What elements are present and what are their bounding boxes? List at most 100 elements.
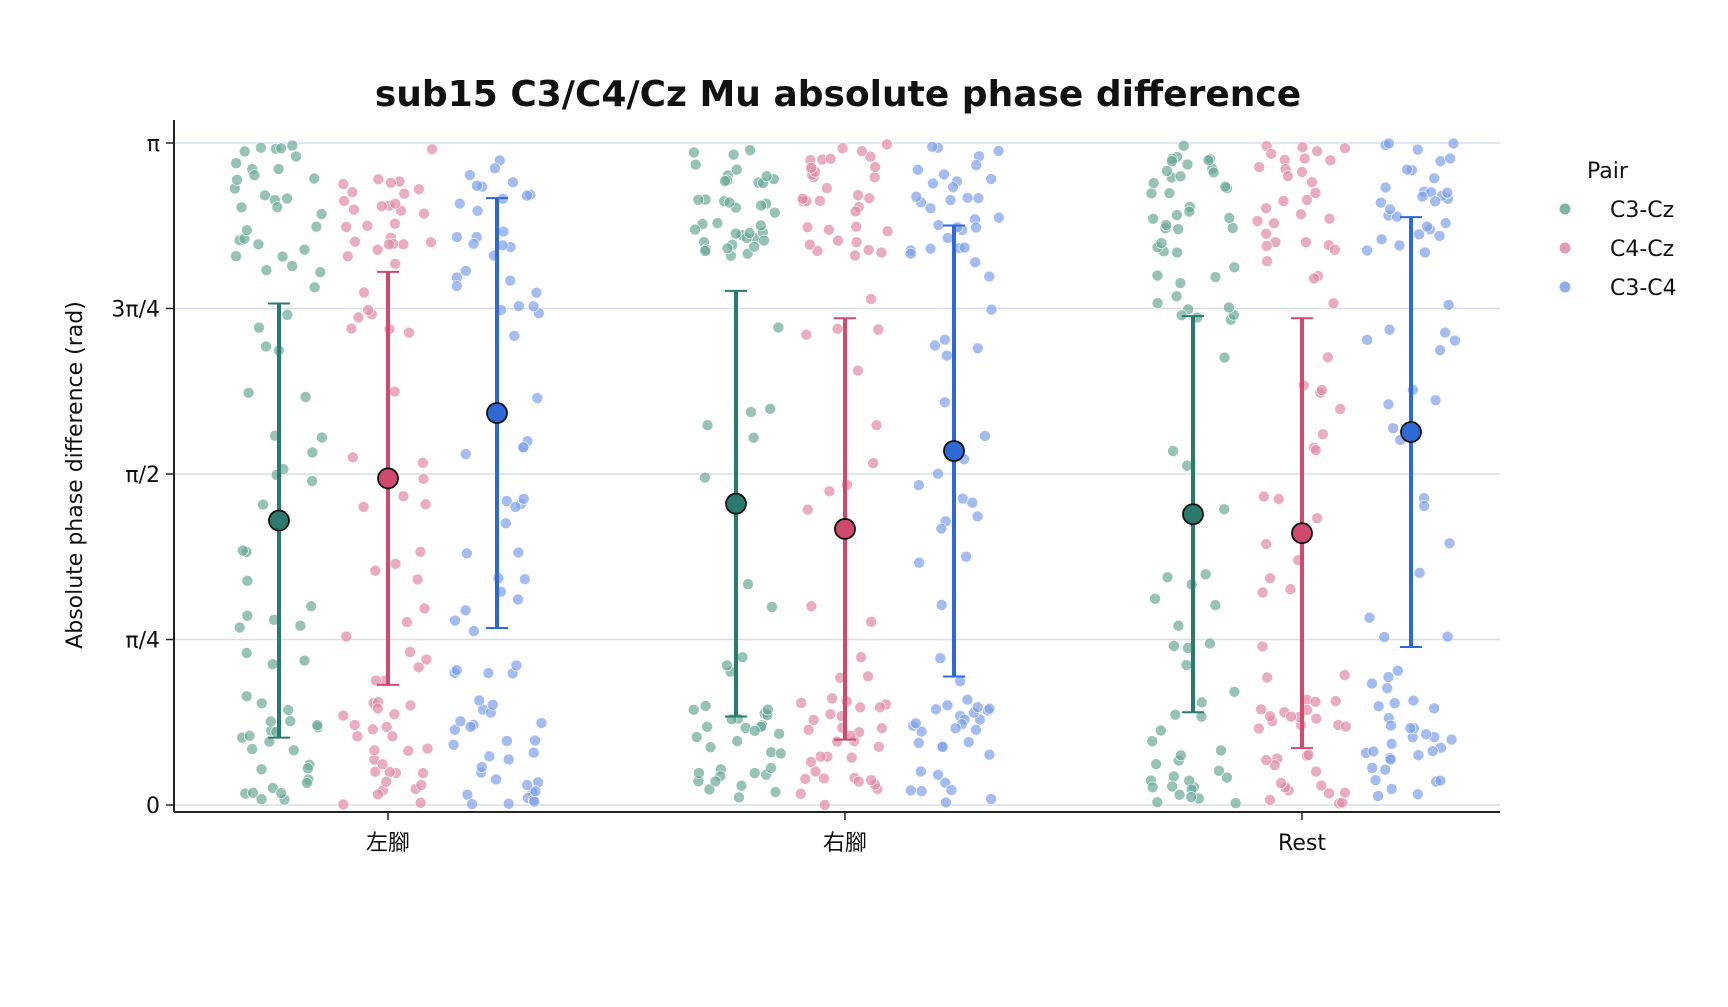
data-point [517, 493, 530, 505]
data-point [276, 250, 289, 263]
data-point [404, 646, 416, 658]
data-point [1221, 771, 1233, 784]
data-point [337, 709, 350, 722]
data-point [1361, 334, 1374, 346]
data-point [1310, 765, 1322, 778]
data-point [1177, 139, 1190, 152]
data-point [527, 746, 540, 759]
data-point [1366, 677, 1378, 690]
data-point [500, 517, 512, 530]
data-point [282, 704, 295, 716]
data-point [1375, 196, 1387, 209]
data-point [719, 175, 731, 187]
data-point [800, 328, 813, 341]
data-point [910, 717, 922, 730]
data-point [451, 231, 463, 243]
data-point [832, 234, 844, 247]
mean-marker [1291, 522, 1313, 545]
data-point [1209, 599, 1222, 611]
data-point [464, 169, 476, 181]
data-point [1218, 503, 1230, 515]
data-point [913, 556, 925, 569]
data-point [823, 224, 835, 236]
data-point [1215, 744, 1227, 757]
data-point [1154, 724, 1167, 737]
data-point [831, 735, 843, 748]
data-point [1261, 671, 1273, 684]
data-point [419, 498, 432, 511]
data-point [1170, 290, 1183, 303]
data-point [947, 181, 959, 194]
data-point [388, 708, 401, 721]
data-point [869, 161, 882, 173]
data-point [362, 304, 374, 316]
data-point [930, 703, 942, 716]
data-point [299, 391, 312, 403]
data-point [721, 242, 734, 255]
data-point [970, 724, 982, 736]
data-point [824, 708, 837, 721]
data-point [231, 174, 243, 186]
mean-markers [268, 402, 1422, 545]
data-point [529, 734, 541, 747]
data-point [1255, 703, 1267, 716]
data-point [490, 773, 502, 786]
data-point [960, 550, 972, 563]
data-point [1419, 246, 1431, 259]
data-point [1310, 712, 1323, 725]
data-point [1296, 166, 1308, 178]
legend-label: C4-Cz [1610, 237, 1674, 262]
data-point [450, 664, 463, 676]
data-point [993, 211, 1005, 224]
data-point [1421, 220, 1433, 233]
data-point [766, 601, 778, 613]
mean-marker [377, 467, 399, 490]
data-point [235, 201, 248, 214]
data-point [1369, 774, 1382, 786]
data-point [961, 693, 974, 706]
data-point [421, 742, 434, 755]
data-point [337, 798, 350, 811]
data-point [1268, 759, 1281, 772]
data-point [1199, 568, 1212, 581]
data-point [1166, 780, 1178, 793]
data-point [380, 721, 393, 733]
data-point [1260, 227, 1272, 240]
data-point [417, 767, 429, 779]
data-point [1372, 790, 1384, 802]
data-point [1260, 202, 1272, 214]
data-point [1174, 170, 1187, 183]
data-point [745, 406, 757, 418]
data-point [528, 795, 541, 808]
mean-marker [486, 402, 508, 424]
data-point [473, 694, 486, 707]
mean-marker [834, 518, 856, 540]
data-point [1229, 797, 1242, 809]
data-point [941, 699, 954, 712]
data-point [1298, 152, 1311, 165]
data-point [958, 241, 971, 254]
data-point [809, 765, 822, 778]
data-point [489, 162, 501, 175]
data-point [972, 192, 985, 205]
data-point [1441, 630, 1454, 643]
data-point [340, 221, 353, 233]
data-point [1226, 222, 1239, 234]
data-point [1311, 512, 1323, 525]
data-point [450, 280, 463, 292]
data-point [868, 171, 881, 184]
data-point [531, 392, 544, 404]
data-point [314, 266, 327, 279]
data-point [1439, 217, 1452, 229]
data-point [765, 762, 777, 774]
data-point [1413, 228, 1425, 241]
data-point [1261, 255, 1273, 267]
data-point [248, 169, 261, 181]
data-point [772, 321, 785, 334]
data-point [703, 783, 716, 796]
data-point [340, 630, 352, 643]
data-point [730, 227, 742, 240]
data-point [881, 138, 893, 151]
data-point [1146, 781, 1159, 794]
data-point [402, 745, 415, 757]
